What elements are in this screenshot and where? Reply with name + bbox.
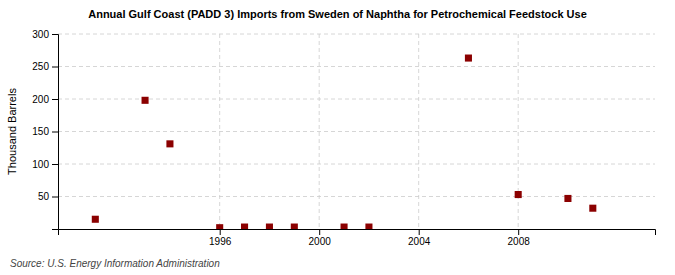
tick-mark	[52, 132, 58, 133]
y-axis: 50 100 150 200 250 300	[32, 29, 58, 230]
tick-mark	[52, 99, 58, 100]
chart: 1996 2000 2004 2008 50 100 150 200 250 300 Annual …	[0, 0, 675, 275]
tick-label: 2000	[309, 236, 332, 247]
point	[515, 191, 522, 198]
point	[589, 205, 596, 212]
tick: 300	[32, 29, 58, 40]
annotation: Source: U.S. Energy Information Administ…	[10, 258, 220, 269]
point	[465, 55, 472, 62]
title: Annual Gulf Coast (PADD 3) Imports from …	[88, 8, 587, 20]
tick: 250	[32, 61, 58, 72]
point	[142, 97, 149, 104]
point	[241, 224, 248, 229]
tick-label: 150	[32, 126, 49, 137]
tick-mark	[518, 229, 519, 235]
grid-line	[58, 164, 655, 165]
tick-mark	[52, 34, 58, 35]
tick-mark	[220, 229, 221, 235]
tick: 100	[32, 159, 58, 170]
point	[92, 216, 99, 223]
tick-mark	[52, 197, 58, 198]
tick-label: 200	[32, 94, 49, 105]
point	[341, 224, 348, 229]
tick-mark	[52, 164, 58, 165]
tick-label: 250	[32, 61, 49, 72]
axis-line	[52, 35, 59, 230]
tick: 2008	[508, 229, 531, 247]
tick-label: 300	[32, 29, 49, 40]
tick: 2004	[408, 229, 431, 247]
point	[266, 224, 273, 229]
tick-label: 50	[38, 191, 50, 202]
grid-line	[418, 34, 419, 229]
tick: 150	[32, 126, 58, 137]
point	[291, 224, 298, 229]
tick-label: 100	[32, 159, 49, 170]
point	[365, 224, 372, 229]
plot: 1996 2000 2004 2008 50 100 150 200 250 300	[32, 29, 655, 247]
tick-label: 1996	[209, 236, 232, 247]
grid	[58, 34, 655, 229]
y-axis-title: Thousand Barrels	[6, 88, 18, 175]
points	[92, 55, 597, 229]
grid-line	[319, 34, 320, 229]
grid-line	[58, 66, 655, 67]
tick-mark	[419, 229, 420, 235]
tick: 2000	[309, 229, 332, 247]
grid-line	[219, 34, 220, 229]
tick: 50	[38, 191, 58, 202]
grid-line	[518, 34, 519, 229]
point	[216, 224, 223, 229]
tick-mark	[52, 67, 58, 68]
tick: 200	[32, 94, 58, 105]
tick-label: 2004	[408, 236, 431, 247]
grid-line	[58, 34, 655, 35]
grid-line	[58, 131, 655, 132]
point	[166, 140, 173, 147]
tick: 1996	[209, 229, 232, 247]
tick-label: 2008	[508, 236, 531, 247]
x-axis: 1996 2000 2004 2008	[59, 229, 656, 247]
tick-mark	[319, 229, 320, 235]
point	[564, 195, 571, 202]
axis-line	[59, 230, 656, 236]
